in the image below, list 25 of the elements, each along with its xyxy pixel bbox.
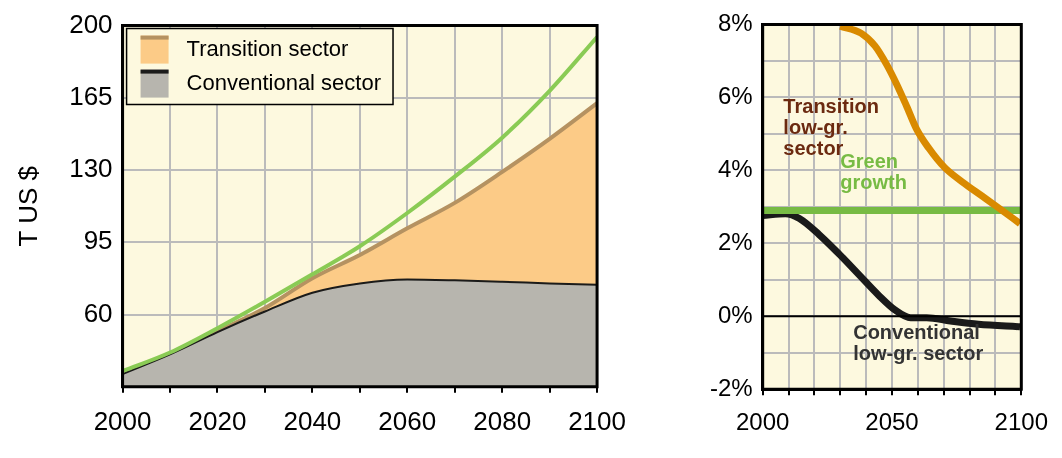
- x-tick-label: 2040: [283, 405, 342, 436]
- y-tick-label: -2%: [709, 373, 753, 401]
- x-tick-label: 2080: [473, 405, 532, 436]
- y-tick-label: 200: [69, 8, 113, 39]
- y-tick-label: 165: [69, 81, 113, 112]
- x-tick-label: 2000: [93, 405, 152, 436]
- legend-label: Transition sector: [186, 35, 349, 61]
- x-tick-label: 2100: [568, 405, 626, 436]
- y-tick-label: 6%: [717, 81, 753, 109]
- x-tick-label: 2050: [865, 408, 919, 436]
- series-label: Conventional low-gr. sector: [853, 321, 984, 365]
- y-tick-label: 130: [69, 153, 113, 184]
- x-tick-label: 2060: [378, 405, 437, 436]
- x-tick-label: 2000: [735, 408, 790, 436]
- x-tick-label: 2020: [188, 405, 247, 436]
- y-tick-label: 60: [83, 297, 113, 328]
- x-tick-label: 2100: [994, 408, 1048, 436]
- y-tick-label: 2%: [717, 227, 753, 255]
- y-tick-label: 8%: [717, 9, 753, 37]
- legend-label: Conventional sector: [186, 69, 382, 95]
- line-series: [122, 34, 598, 374]
- y-tick-label: 95: [83, 225, 113, 256]
- y-tick-label: 0%: [717, 300, 753, 328]
- y-axis-title: T US $: [12, 165, 43, 247]
- y-tick-label: 4%: [717, 154, 753, 182]
